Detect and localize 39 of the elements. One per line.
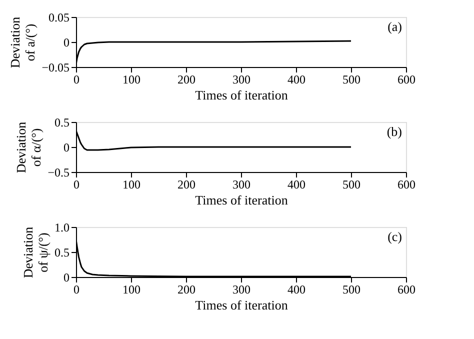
x-tick-label: 100	[122, 72, 140, 86]
y-tick-label: 0	[64, 36, 70, 50]
annotation: (c)	[388, 229, 402, 244]
x-tick-label: 0	[74, 178, 80, 192]
y-axis-title: Deviation of α/(°)	[14, 121, 44, 174]
x-tick-label: 0	[74, 72, 80, 86]
x-tick-label: 400	[288, 72, 306, 86]
x-tick-label: 300	[232, 72, 250, 86]
x-tick-label: 400	[288, 178, 306, 192]
x-tick-label: 600	[398, 72, 416, 86]
x-tick-label: 500	[342, 72, 360, 86]
x-axis-title: Times of iteration	[195, 192, 288, 208]
x-tick-label: 500	[342, 282, 360, 296]
x-tick-label: 100	[122, 282, 140, 296]
x-tick-label: 200	[178, 282, 196, 296]
y-tick-label: 0.05	[48, 10, 70, 24]
x-tick-label: 600	[398, 178, 416, 192]
y-axis-title: Deviation of ψ/(°)	[20, 226, 50, 278]
y-tick-label: −0.05	[42, 60, 70, 74]
x-tick-label: 200	[178, 178, 196, 192]
annotation: (a)	[388, 19, 402, 34]
x-tick-label: 200	[178, 72, 196, 86]
x-axis-title: Times of iteration	[195, 298, 288, 312]
x-tick-label: 300	[232, 178, 250, 192]
x-tick-label: 400	[288, 282, 306, 296]
x-tick-label: 500	[342, 178, 360, 192]
y-axis-title: Deviation of a/(°)	[8, 16, 38, 68]
y-tick-label: 1.0	[54, 220, 70, 234]
y-tick-label: 0.5	[54, 246, 70, 260]
x-tick-label: 600	[398, 282, 416, 296]
x-tick-label: 300	[232, 282, 250, 296]
y-tick-label: −0.5	[48, 166, 70, 180]
annotation: (b)	[386, 124, 402, 139]
y-tick-label: 0	[64, 140, 70, 154]
x-tick-label: 100	[122, 178, 140, 192]
y-tick-label: 0	[64, 270, 70, 284]
x-axis-title: Times of iteration	[195, 88, 288, 102]
y-tick-label: 0.5	[54, 116, 70, 130]
x-tick-label: 0	[74, 282, 80, 296]
